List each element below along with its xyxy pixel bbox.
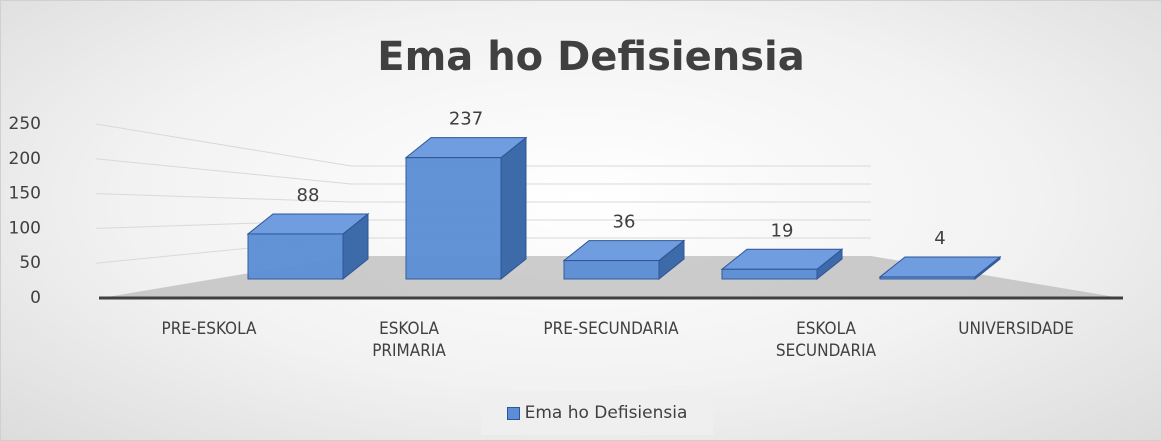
bar <box>404 136 528 281</box>
bar-front <box>879 276 976 280</box>
legend-label: Ema ho Defisiensia <box>524 403 688 423</box>
x-tick-label: ESKOLA SECUNDARIA <box>775 319 877 361</box>
x-tick-label: PRE-SECUNDARIA <box>543 319 679 339</box>
data-label: 19 <box>771 220 794 241</box>
bar <box>720 248 844 281</box>
x-tick-label: PRE-ESKOLA <box>161 319 257 339</box>
x-tick-label: ESKOLA PRIMARIA <box>372 319 446 361</box>
y-tick-label: 50 <box>19 253 41 273</box>
grid-line <box>95 193 871 203</box>
grid-line <box>95 158 871 185</box>
bar-front <box>721 268 818 280</box>
y-tick-label: 0 <box>30 288 41 308</box>
y-tick-label: 250 <box>9 114 41 134</box>
bar <box>246 212 370 281</box>
bar-front <box>247 233 344 280</box>
legend-swatch <box>506 406 520 420</box>
bar-front <box>563 260 660 280</box>
bar <box>878 255 1002 281</box>
legend: Ema ho Defisiensia <box>481 391 713 435</box>
bar-side <box>500 136 527 281</box>
x-tick-label: UNIVERSIDADE <box>958 319 1074 339</box>
bar <box>562 239 686 281</box>
y-tick-label: 150 <box>9 184 41 204</box>
y-tick-label: 200 <box>9 149 41 169</box>
data-label: 88 <box>297 185 320 206</box>
y-tick-label: 100 <box>9 218 41 238</box>
grid-line <box>95 123 871 167</box>
data-label: 4 <box>934 228 945 249</box>
data-label: 36 <box>613 212 636 233</box>
bar-front <box>405 157 502 280</box>
data-label: 237 <box>449 109 483 130</box>
chart-title: Ema ho Defisiensia <box>377 34 804 80</box>
